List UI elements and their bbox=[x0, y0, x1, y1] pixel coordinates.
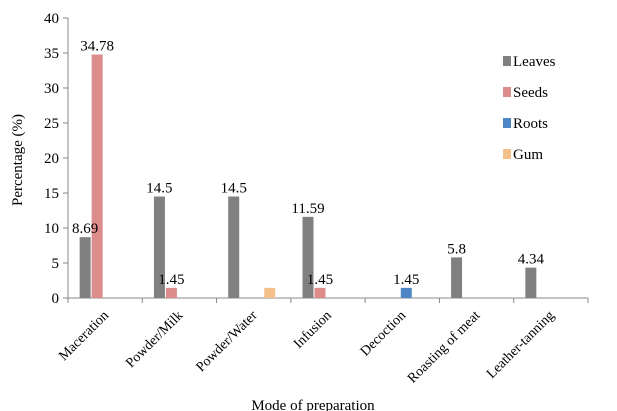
data-label: 14.5 bbox=[221, 181, 247, 197]
data-label: 4.34 bbox=[518, 252, 545, 268]
data-label: 11.59 bbox=[291, 201, 324, 217]
y-tick-label: 30 bbox=[44, 81, 59, 97]
x-tick-label: Powder/Water bbox=[194, 308, 261, 375]
y-tick-label: 0 bbox=[52, 291, 60, 307]
data-label: 1.45 bbox=[158, 272, 184, 288]
bars bbox=[79, 54, 537, 298]
x-tick-label: Maceration bbox=[56, 308, 112, 364]
legend-swatch bbox=[503, 87, 511, 97]
bar bbox=[91, 54, 103, 298]
bar bbox=[302, 216, 314, 298]
legend-label: Seeds bbox=[513, 85, 548, 101]
legend-swatch bbox=[503, 118, 511, 128]
y-axis: 0 5 10 15 20 25 30 35 40 bbox=[44, 11, 69, 307]
x-tick-label: Powder/Milk bbox=[123, 308, 186, 371]
x-tick-label: Leather-tanning bbox=[484, 308, 558, 382]
y-tick-label: 15 bbox=[44, 186, 59, 202]
x-tick-label: Infusion bbox=[291, 308, 335, 352]
legend-swatch bbox=[503, 149, 511, 159]
bar bbox=[153, 196, 165, 298]
y-axis-title: Percentage (%) bbox=[10, 114, 26, 206]
y-tick-label: 40 bbox=[44, 11, 59, 27]
legend-label: Gum bbox=[513, 147, 543, 163]
data-label: 1.45 bbox=[307, 272, 333, 288]
x-axis: Maceration Powder/Milk Powder/Water Infusio… bbox=[56, 297, 589, 386]
y-tick-label: 25 bbox=[44, 116, 59, 132]
data-label: 34.78 bbox=[80, 39, 114, 55]
data-label: 8.69 bbox=[72, 221, 98, 237]
legend-swatch bbox=[503, 56, 511, 66]
y-tick-label: 35 bbox=[44, 46, 59, 62]
bar bbox=[525, 267, 537, 298]
bar bbox=[79, 237, 91, 298]
legend-label: Roots bbox=[513, 116, 548, 132]
data-labels: 8.69 14.5 14.5 11.59 5.8 4.34 34.78 1.45 1.45 1.4… bbox=[72, 39, 544, 288]
bar bbox=[228, 196, 240, 298]
x-tick-label: Decoction bbox=[358, 308, 409, 359]
legend: Leaves Seeds Roots Gum bbox=[503, 54, 556, 163]
bar bbox=[400, 287, 412, 298]
bar bbox=[314, 287, 326, 298]
x-axis-title: Mode of preparation bbox=[251, 398, 375, 411]
bar bbox=[451, 257, 463, 298]
legend-label: Leaves bbox=[513, 54, 556, 70]
x-tick-label: Roasting of meat bbox=[405, 308, 483, 386]
data-label: 5.8 bbox=[447, 241, 466, 257]
bar bbox=[264, 287, 276, 298]
data-label: 14.5 bbox=[146, 181, 172, 197]
bar bbox=[165, 287, 177, 298]
y-tick-label: 5 bbox=[52, 256, 60, 272]
data-label: 1.45 bbox=[393, 272, 419, 288]
y-tick-label: 10 bbox=[44, 221, 59, 237]
y-tick-label: 20 bbox=[44, 151, 59, 167]
